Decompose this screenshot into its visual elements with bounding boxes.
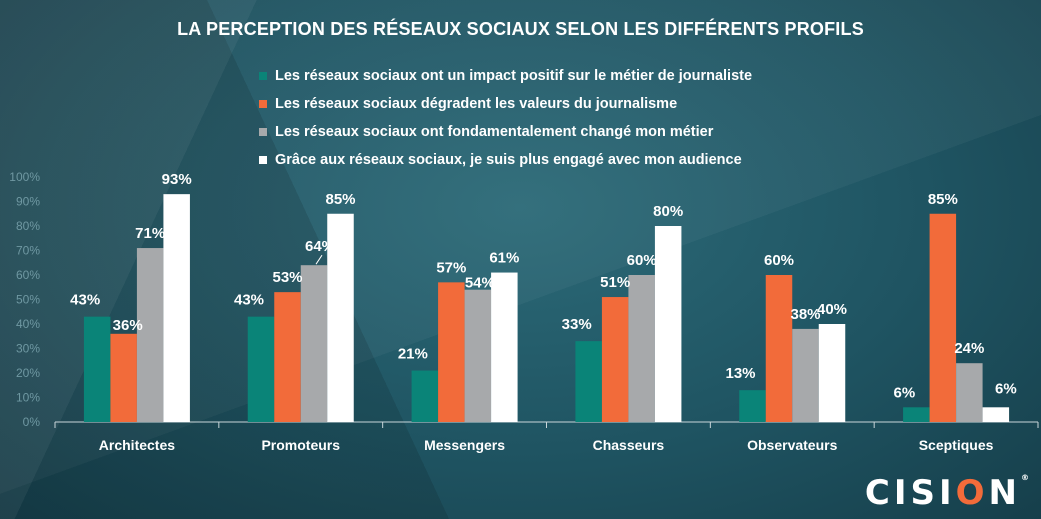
data-label: 43% — [234, 292, 264, 309]
data-label: 60% — [764, 252, 794, 269]
bar — [739, 390, 766, 422]
bar — [411, 370, 439, 422]
data-label: 33% — [562, 316, 592, 333]
bar — [327, 213, 354, 422]
y-tick-label: 90% — [16, 195, 40, 209]
bar — [491, 272, 518, 422]
logo-text-end: N — [988, 473, 1021, 513]
logo-registered-mark: ® — [1021, 473, 1029, 482]
data-label: 24% — [954, 340, 984, 357]
bar — [163, 194, 190, 422]
data-label: 85% — [325, 191, 355, 208]
legend-label: Les réseaux sociaux ont fondamentalement… — [275, 124, 714, 140]
legend-swatch — [259, 128, 267, 136]
data-label: 61% — [489, 250, 519, 267]
category-label: Chasseurs — [593, 437, 665, 453]
bar — [438, 282, 465, 422]
bar — [601, 297, 629, 422]
data-label: 21% — [398, 346, 428, 363]
data-label: 64% — [305, 238, 335, 255]
legend-item: Les réseaux sociaux dégradent les valeur… — [259, 90, 752, 118]
legend-item: Les réseaux sociaux ont fondamentalement… — [259, 118, 752, 146]
data-label: 40% — [817, 301, 847, 318]
y-tick-label: 100% — [9, 170, 40, 184]
bar — [136, 248, 164, 422]
data-label: 13% — [725, 365, 755, 382]
data-label: 54% — [465, 275, 495, 292]
cision-logo: CISION® — [865, 473, 1029, 513]
data-label: 36% — [113, 317, 143, 334]
y-tick-label: 60% — [16, 268, 40, 282]
data-label: 93% — [162, 171, 192, 188]
bar — [110, 333, 137, 422]
bar — [982, 407, 1010, 422]
bar — [956, 363, 983, 422]
logo-letter-o: O — [955, 473, 989, 513]
legend-label: Les réseaux sociaux dégradent les valeur… — [275, 96, 678, 112]
chart-title: LA PERCEPTION DES RÉSEAUX SOCIAUX SELON … — [177, 19, 864, 39]
category-label: Messengers — [424, 437, 505, 453]
data-label: 57% — [436, 259, 466, 276]
data-label: 51% — [600, 274, 630, 291]
legend: Les réseaux sociaux ont un impact positi… — [259, 62, 752, 174]
bar — [654, 226, 682, 422]
bar — [792, 328, 819, 422]
category-label: Architectes — [99, 437, 175, 453]
y-tick-label: 0% — [23, 415, 41, 429]
bar — [300, 265, 328, 422]
y-tick-label: 20% — [16, 366, 40, 380]
data-label: 38% — [790, 306, 820, 323]
category-label: Observateurs — [747, 437, 837, 453]
y-tick-label: 30% — [16, 342, 40, 356]
category-label: Promoteurs — [261, 437, 340, 453]
bar — [765, 275, 793, 422]
y-tick-label: 70% — [16, 244, 40, 258]
bar — [628, 275, 655, 422]
bar — [929, 213, 957, 422]
legend-label: Grâce aux réseaux sociaux, je suis plus … — [275, 152, 742, 168]
y-tick-label: 40% — [16, 317, 40, 331]
y-tick-label: 50% — [16, 293, 40, 307]
leader-line — [315, 254, 323, 265]
legend-label: Les réseaux sociaux ont un impact positi… — [275, 68, 753, 84]
legend-item: Les réseaux sociaux ont un impact positi… — [259, 62, 752, 90]
data-label: 6% — [893, 384, 915, 401]
data-label: 43% — [70, 292, 100, 309]
bar — [247, 316, 275, 422]
data-label: 80% — [653, 203, 683, 220]
y-tick-label: 10% — [16, 391, 40, 405]
category-label: Sceptiques — [919, 437, 994, 453]
bar — [274, 292, 301, 422]
legend-swatch — [259, 156, 267, 164]
logo-text-start: CISI — [864, 473, 956, 513]
bar — [83, 316, 111, 422]
bar — [575, 341, 602, 422]
data-label: 53% — [272, 269, 302, 286]
bar — [818, 324, 846, 422]
bar — [464, 289, 492, 422]
legend-swatch — [259, 100, 267, 108]
bar — [903, 407, 930, 422]
data-label: 85% — [928, 191, 958, 208]
data-label: 71% — [135, 225, 165, 242]
legend-item: Grâce aux réseaux sociaux, je suis plus … — [259, 146, 752, 174]
y-tick-label: 80% — [16, 219, 40, 233]
data-label: 60% — [627, 252, 657, 269]
data-label: 6% — [995, 380, 1017, 397]
legend-swatch — [259, 72, 267, 80]
